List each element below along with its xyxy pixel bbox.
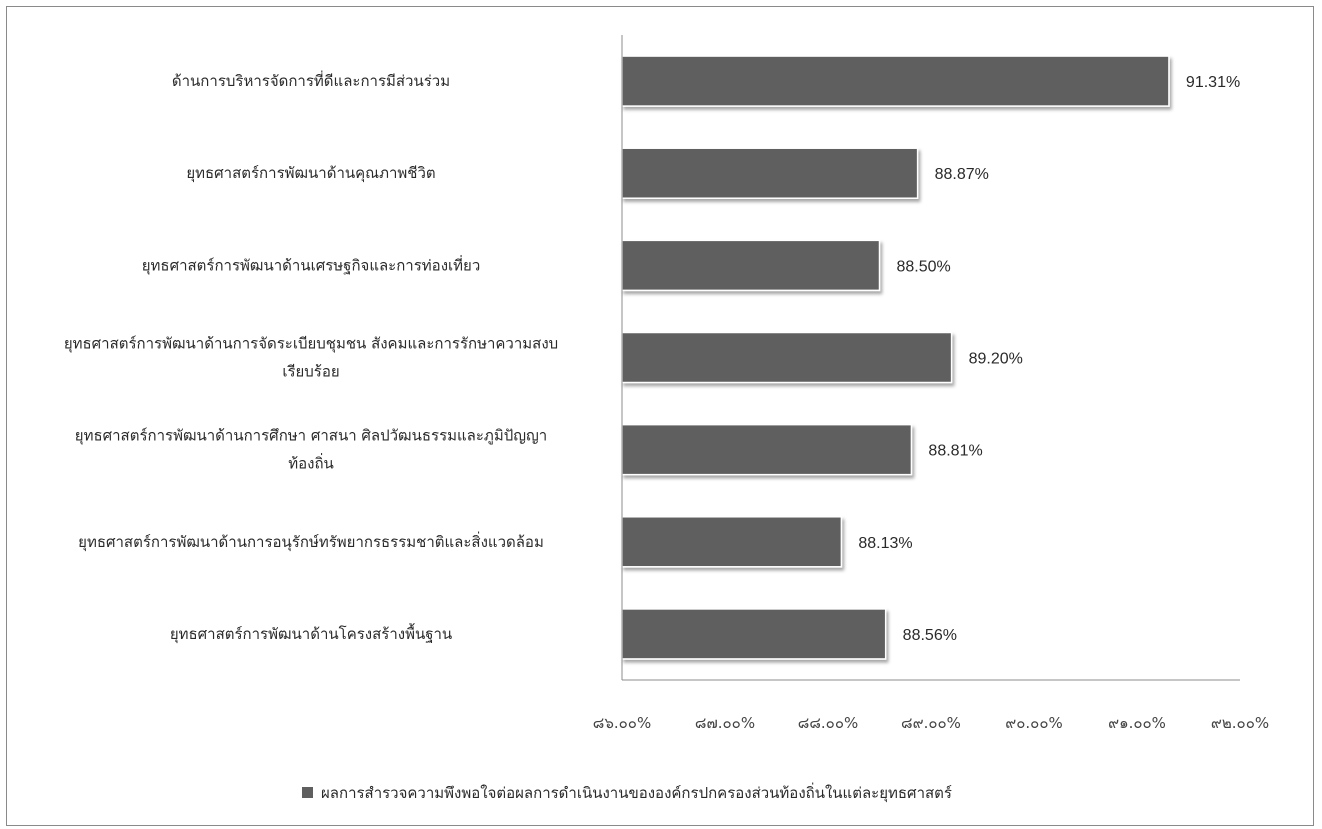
- bar-5: [621, 423, 913, 476]
- value-label-4: 89.20%: [969, 351, 1023, 368]
- value-label-5: 88.81%: [928, 443, 982, 460]
- value-label-6: 88.13%: [858, 535, 912, 552]
- chart-frame: [6, 6, 1314, 826]
- category-label-6: ยุทธศาสตร์การพัฒนาด้านการอนุรักษ์ทรัพยาก…: [78, 531, 544, 552]
- bar-7: [621, 608, 887, 660]
- value-label-1: 91.31%: [1186, 74, 1240, 91]
- x-tick-label-3: ๘๘.๐๐%: [798, 714, 858, 732]
- category-label-2: ยุทธศาสตร์การพัฒนาด้านคุณภาพชีวิต: [186, 164, 435, 183]
- legend-label: ผลการสำรวจความพึงพอใจต่อผลการดำเนินงานขอ…: [321, 782, 952, 803]
- value-label-7: 88.56%: [903, 627, 957, 644]
- bar-6: [621, 516, 843, 568]
- bar-3: [621, 239, 881, 292]
- x-tick-label-7: ๙๒.๐๐%: [1211, 714, 1269, 732]
- category-label-7: ยุทธศาสตร์การพัฒนาด้านโครงสร้างพื้นฐาน: [170, 623, 452, 644]
- x-tick-label-4: ๘๙.๐๐%: [901, 714, 961, 732]
- category-label-3: ยุทธศาสตร์การพัฒนาด้านเศรษฐกิจและการท่อง…: [142, 254, 481, 275]
- bar-1: [621, 55, 1170, 107]
- legend-swatch: [302, 787, 313, 798]
- bar-2: [621, 147, 919, 199]
- value-label-2: 88.87%: [935, 166, 989, 183]
- category-label-4: ยุทธศาสตร์การพัฒนาด้านการจัดระเบียบชุมชน…: [64, 335, 558, 381]
- bar-4: [621, 331, 953, 384]
- x-tick-label-6: ๙๑.๐๐%: [1108, 714, 1166, 732]
- category-label-5: ยุทธศาสตร์การพัฒนาด้านการศึกษา ศาสนา ศิล…: [75, 427, 547, 473]
- legend: ผลการสำรวจความพึงพอใจต่อผลการดำเนินงานขอ…: [302, 782, 952, 803]
- x-tick-label-2: ๘๗.๐๐%: [695, 714, 755, 732]
- value-label-3: 88.50%: [897, 258, 951, 275]
- x-tick-label-1: ๘๖.๐๐%: [593, 714, 651, 732]
- x-tick-label-5: ๙๐.๐๐%: [1005, 714, 1062, 732]
- category-label-1: ด้านการบริหารจัดการที่ดีและการมีส่วนร่วม: [172, 70, 450, 90]
